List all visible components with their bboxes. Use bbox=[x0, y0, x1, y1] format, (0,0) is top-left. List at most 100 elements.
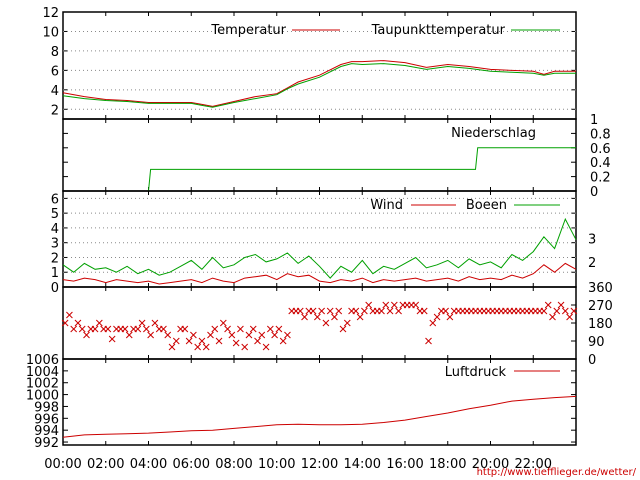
winddir-point bbox=[215, 337, 223, 345]
pressure-ytick-label: 996 bbox=[34, 412, 59, 427]
winddir-point bbox=[91, 325, 99, 333]
winddir-point bbox=[190, 331, 197, 339]
winddir-point bbox=[198, 337, 206, 345]
winddir-point bbox=[254, 337, 261, 345]
pressure-ytick-label: 994 bbox=[34, 424, 59, 439]
winddir-point bbox=[331, 313, 338, 321]
wind-ytick-label: 0 bbox=[51, 281, 59, 296]
x-tick-label: 00:00 bbox=[44, 457, 81, 472]
legend-wind-label: Wind bbox=[370, 198, 403, 213]
winddir-point bbox=[433, 313, 441, 321]
x-tick-label: 20:00 bbox=[472, 457, 509, 472]
winddir-point bbox=[322, 319, 330, 327]
temp-series-taupunkttemperatur-line bbox=[62, 63, 576, 108]
wind-series-wind-line bbox=[62, 262, 577, 285]
legend-temperatur-label: Temperatur bbox=[210, 23, 286, 38]
wind-ytick-label: 4 bbox=[51, 222, 59, 237]
winddir-point bbox=[544, 301, 552, 309]
winddir-point bbox=[335, 307, 343, 315]
winddir-point bbox=[296, 307, 304, 315]
winddir-point bbox=[194, 343, 202, 351]
winddir-point bbox=[151, 319, 159, 327]
winddir-point bbox=[108, 335, 116, 343]
temp-ytick-label: 6 bbox=[51, 64, 59, 79]
rain-ytick-label: 0.4 bbox=[590, 156, 611, 171]
temp-ytick-label: 8 bbox=[51, 45, 59, 60]
pressure-series-luftdruck-line bbox=[62, 395, 577, 438]
pressure-ytick-label: 1002 bbox=[26, 377, 59, 392]
wind-ytick-label: 5 bbox=[51, 207, 59, 222]
wind-y2tick-label: 3 bbox=[588, 232, 596, 247]
winddir-point bbox=[172, 337, 180, 345]
winddir-point bbox=[66, 311, 73, 319]
winddir-point bbox=[147, 331, 154, 339]
temp-ytick-label: 12 bbox=[42, 6, 59, 21]
winddir-point bbox=[343, 319, 351, 327]
winddir-y2tick-label: 180 bbox=[588, 317, 613, 332]
winddir-point bbox=[314, 313, 321, 321]
winddir-point bbox=[104, 325, 112, 333]
x-axis: 00:00 02:00 04:00 06:00 08:00 10:00 12:00 14:00… bbox=[44, 457, 552, 472]
winddir-point bbox=[553, 307, 561, 315]
winddir-point bbox=[378, 307, 385, 315]
winddir-point bbox=[160, 325, 167, 333]
winddir-point bbox=[540, 307, 548, 315]
winddir-point bbox=[241, 343, 249, 351]
winddir-point bbox=[566, 313, 573, 321]
source-url[interactable]: http://www.tiefflieger.de/wetter/ bbox=[477, 467, 637, 478]
winddir-point bbox=[134, 325, 142, 333]
winddir-point bbox=[326, 307, 334, 315]
winddir-point bbox=[356, 313, 364, 321]
x-tick-label: 08:00 bbox=[215, 457, 252, 472]
winddir-point bbox=[245, 331, 253, 339]
winddir-point bbox=[446, 313, 454, 321]
winddir-point bbox=[168, 343, 176, 351]
winddir-point bbox=[339, 325, 347, 333]
winddir-point bbox=[232, 339, 240, 347]
winddir-point bbox=[78, 325, 86, 333]
winddir-point bbox=[125, 331, 133, 339]
rain-ytick-label: 1 bbox=[590, 113, 598, 128]
winddir-point bbox=[361, 307, 368, 315]
wind-ytick-label: 3 bbox=[51, 237, 59, 252]
rain-ytick-label: 0.8 bbox=[590, 127, 611, 142]
panel-wind-direction: 0 90 180 270 360 bbox=[61, 281, 613, 368]
winddir-point bbox=[301, 313, 308, 321]
winddir-y2tick-label: 360 bbox=[588, 281, 613, 296]
pressure-ytick-label: 1000 bbox=[26, 389, 59, 404]
winddir-point bbox=[74, 319, 82, 327]
x-tick-label: 16:00 bbox=[386, 457, 423, 472]
winddir-point bbox=[386, 307, 394, 315]
winddir-point bbox=[570, 307, 578, 315]
pressure-ytick-label: 992 bbox=[34, 436, 59, 451]
rain-ytick-label: 0 bbox=[590, 185, 598, 200]
winddir-point bbox=[61, 319, 69, 327]
winddir-point bbox=[121, 325, 129, 333]
winddir-y2tick-label: 0 bbox=[588, 353, 596, 368]
winddir-point bbox=[95, 319, 103, 327]
winddir-point bbox=[365, 301, 373, 309]
winddir-point bbox=[271, 331, 278, 339]
wind-series-boeen-line bbox=[62, 217, 577, 279]
winddir-point bbox=[352, 307, 360, 315]
winddir-point bbox=[228, 331, 236, 339]
winddir-point bbox=[202, 343, 210, 351]
winddir-point bbox=[258, 331, 266, 339]
x-tick-label: 18:00 bbox=[429, 457, 466, 472]
panel-temperature: 2 4 6 8 10 12 Temperatur Taupunkttemperatur bbox=[42, 6, 577, 120]
pressure-ytick-label: 1006 bbox=[26, 353, 59, 368]
winddir-point bbox=[425, 337, 432, 345]
pressure-ytick-label: 998 bbox=[34, 400, 59, 415]
winddir-point bbox=[275, 325, 283, 333]
winddir-point bbox=[185, 337, 193, 345]
x-tick-label: 14:00 bbox=[344, 457, 381, 472]
temp-ytick-label: 2 bbox=[51, 103, 59, 118]
winddir-point bbox=[318, 307, 325, 315]
wind-ytick-label: 6 bbox=[51, 192, 59, 207]
x-tick-label: 12:00 bbox=[301, 457, 338, 472]
winddir-point bbox=[549, 313, 556, 321]
winddir-point bbox=[420, 307, 428, 315]
legend-boeen-label: Boeen bbox=[466, 198, 507, 213]
winddir-point bbox=[224, 325, 231, 333]
